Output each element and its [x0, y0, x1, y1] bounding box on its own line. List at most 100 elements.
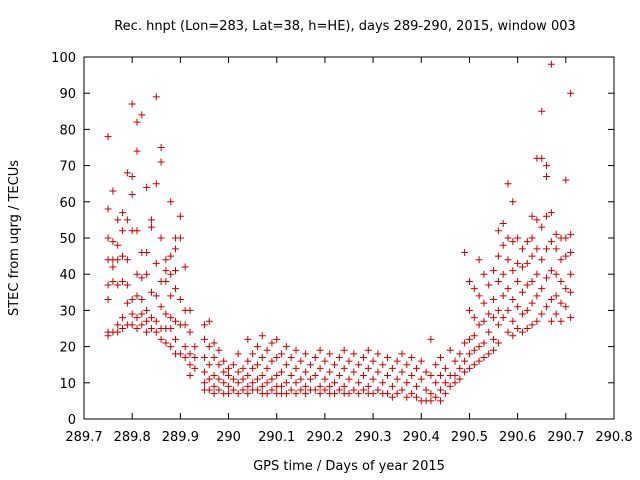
- data-point: [331, 361, 339, 369]
- data-point: [104, 205, 112, 213]
- data-point: [278, 350, 286, 358]
- data-point: [191, 343, 199, 351]
- data-point: [302, 382, 310, 390]
- data-point: [461, 357, 469, 365]
- data-point: [282, 361, 290, 369]
- data-point: [408, 390, 416, 398]
- data-point: [359, 386, 367, 394]
- data-point: [408, 353, 416, 361]
- data-point: [504, 328, 512, 336]
- data-point: [316, 364, 324, 372]
- data-point: [287, 386, 295, 394]
- data-point: [335, 386, 343, 394]
- plot-frame: [83, 56, 615, 420]
- data-point: [384, 353, 392, 361]
- data-point: [446, 346, 454, 354]
- data-point: [316, 382, 324, 390]
- data-point: [311, 372, 319, 380]
- data-point: [547, 60, 555, 68]
- data-point: [432, 361, 440, 369]
- data-point: [490, 335, 498, 343]
- data-point: [229, 375, 237, 383]
- data-point: [104, 296, 112, 304]
- data-point: [514, 277, 522, 285]
- data-point: [128, 172, 136, 180]
- data-point: [514, 234, 522, 242]
- data-point: [326, 382, 334, 390]
- data-point: [225, 390, 233, 398]
- data-point: [200, 379, 208, 387]
- data-point: [523, 259, 531, 267]
- data-point: [143, 248, 151, 256]
- data-point: [345, 390, 353, 398]
- data-point: [379, 379, 387, 387]
- data-point: [398, 350, 406, 358]
- data-point: [311, 386, 319, 394]
- data-point: [234, 368, 242, 376]
- data-point: [253, 361, 261, 369]
- data-point: [239, 375, 247, 383]
- data-point: [133, 147, 141, 155]
- data-point: [552, 230, 560, 238]
- data-point: [114, 281, 122, 289]
- data-point: [485, 350, 493, 358]
- data-point: [567, 270, 575, 278]
- data-point: [119, 227, 127, 235]
- data-point: [282, 379, 290, 387]
- data-point: [350, 350, 358, 358]
- data-point: [138, 310, 146, 318]
- data-point: [157, 144, 165, 151]
- data-point: [263, 379, 271, 387]
- data-point: [538, 256, 546, 264]
- data-point: [258, 332, 266, 340]
- y-axis: 0 10 20 30 40 50 60 70 80 90 100: [51, 51, 614, 428]
- data-point: [514, 303, 522, 311]
- data-point: [109, 187, 117, 195]
- data-point: [359, 372, 367, 380]
- data-point: [412, 364, 420, 372]
- x-tick-label: 290.8: [595, 430, 632, 445]
- data-point: [494, 277, 502, 285]
- data-point: [533, 270, 541, 278]
- data-point: [292, 364, 300, 372]
- data-point: [470, 332, 478, 340]
- data-point: [485, 281, 493, 289]
- data-point: [379, 361, 387, 369]
- data-point: [533, 216, 541, 224]
- data-point: [432, 379, 440, 387]
- data-point: [297, 357, 305, 365]
- data-point: [215, 386, 223, 394]
- data-point: [176, 296, 184, 304]
- data-point: [543, 245, 551, 253]
- data-point: [490, 346, 498, 354]
- data-point: [109, 238, 117, 246]
- data-point: [562, 234, 570, 242]
- data-point: [504, 256, 512, 264]
- data-point: [128, 191, 136, 199]
- data-point: [547, 238, 555, 246]
- data-point: [186, 306, 194, 314]
- data-point: [557, 277, 565, 285]
- data-point: [119, 252, 127, 260]
- data-point: [205, 317, 213, 325]
- data-point: [278, 368, 286, 376]
- data-point: [523, 238, 531, 246]
- data-point: [475, 321, 483, 329]
- data-point: [398, 368, 406, 376]
- data-point: [133, 270, 141, 278]
- data-point: [191, 353, 199, 361]
- data-point: [427, 390, 435, 398]
- data-point: [490, 267, 498, 275]
- data-point: [355, 379, 363, 387]
- data-point: [350, 368, 358, 376]
- data-point: [234, 390, 242, 398]
- data-point: [494, 227, 502, 235]
- data-point: [461, 368, 469, 376]
- data-point: [258, 353, 266, 361]
- data-point: [547, 267, 555, 275]
- data-point: [340, 382, 348, 390]
- data-point: [538, 107, 546, 115]
- data-point: [210, 372, 218, 380]
- data-point: [316, 390, 324, 398]
- data-point: [374, 386, 382, 394]
